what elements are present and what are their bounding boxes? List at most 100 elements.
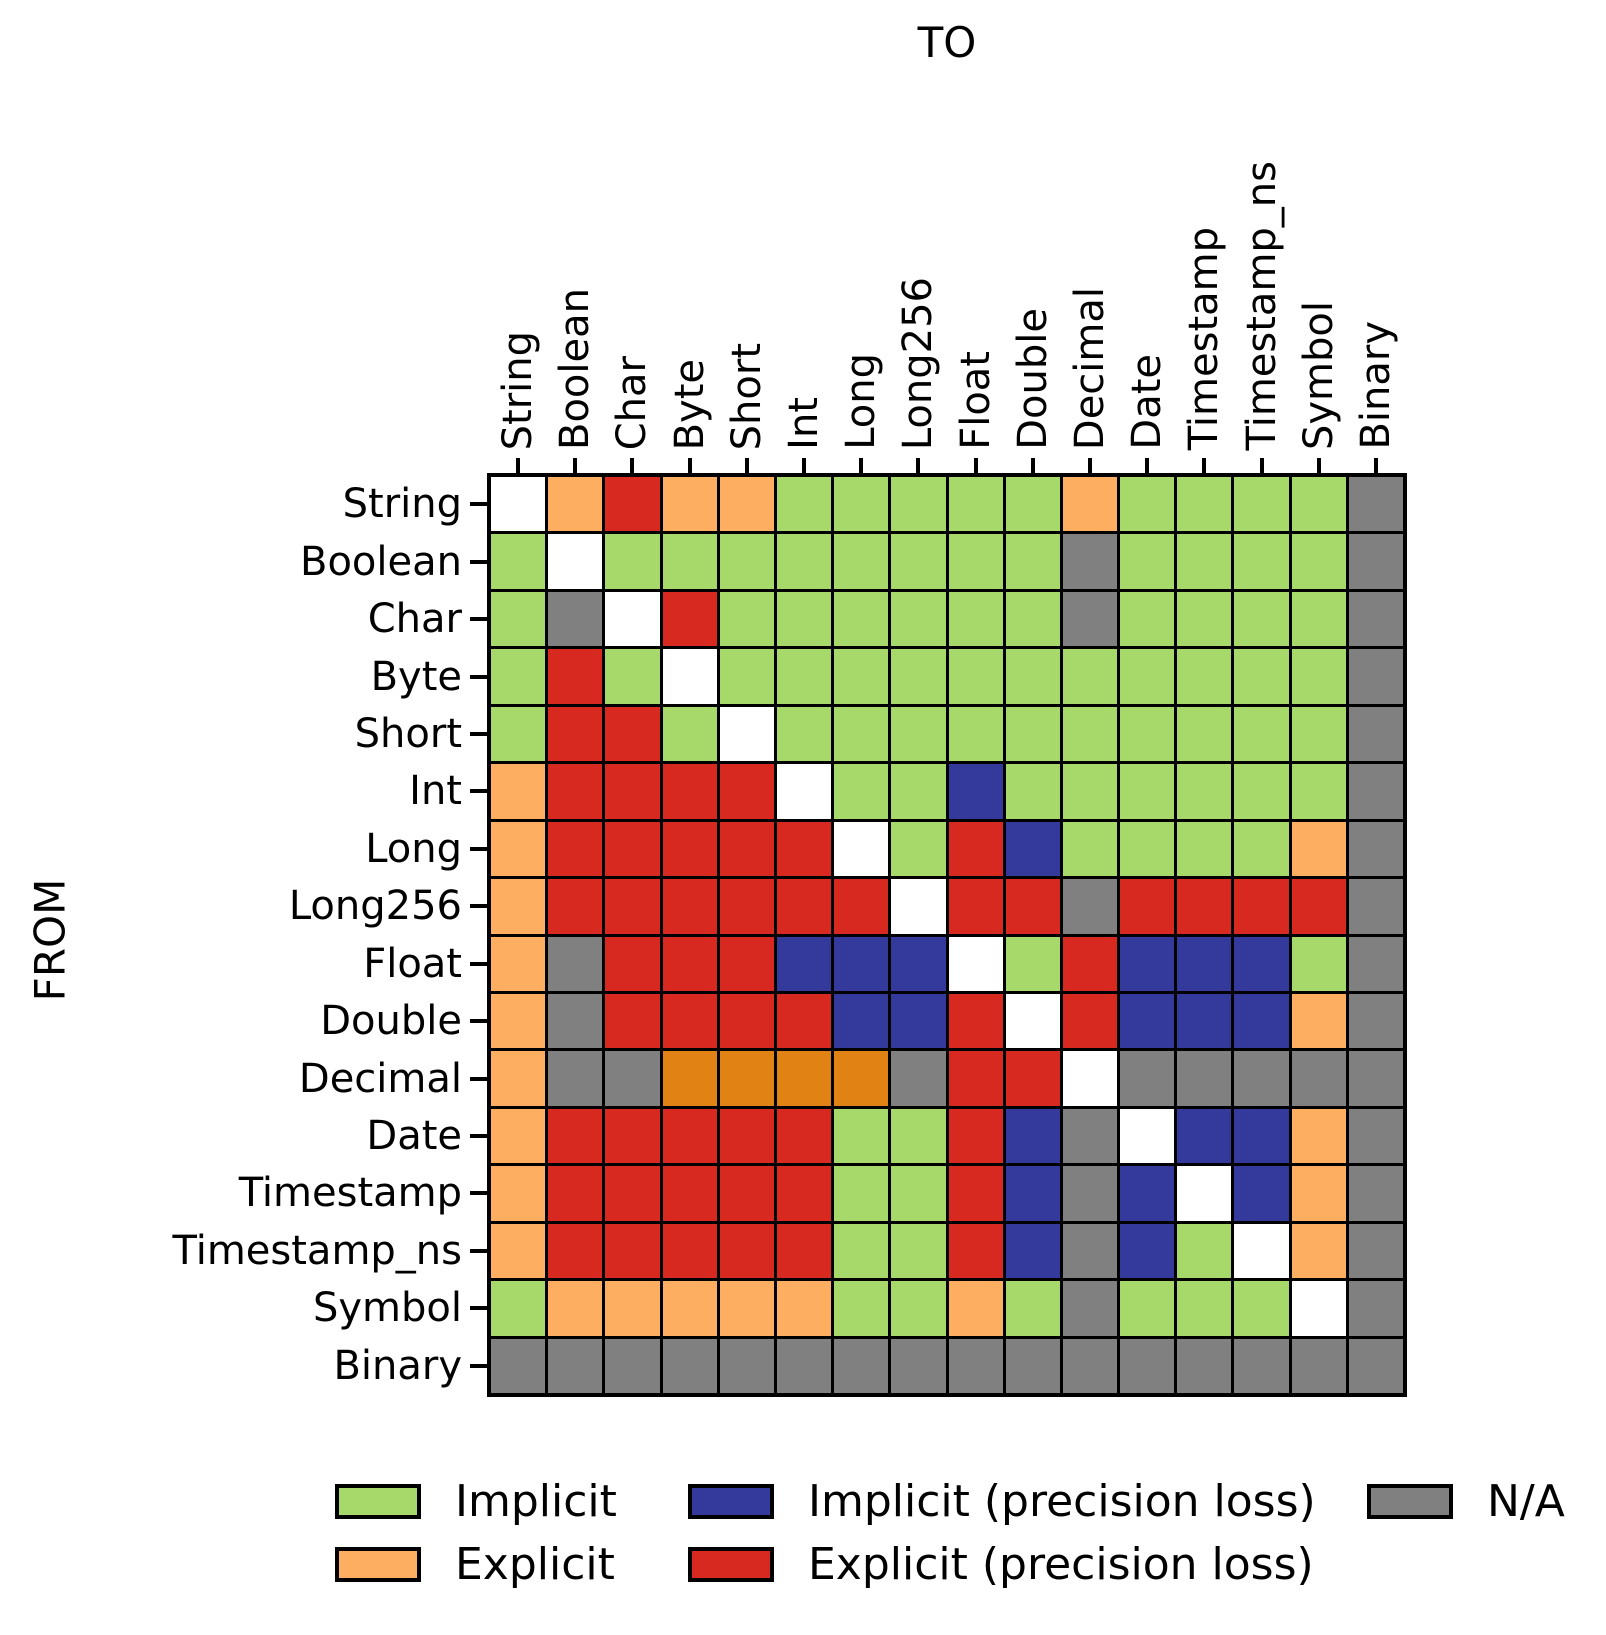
- cell-Float-to-String: [491, 936, 546, 991]
- cell-Short-to-Char: [605, 706, 660, 762]
- cell-Char-to-String: [491, 591, 546, 647]
- y-tick-Int: [470, 789, 487, 794]
- x-tick-Binary: [1373, 458, 1378, 473]
- cell-Double-to-Symbol: [1291, 993, 1346, 1049]
- cell-Binary-to-Char: [605, 1338, 660, 1393]
- cell-Long-to-Date: [1120, 821, 1175, 877]
- cell-Date-to-Decimal: [1062, 1108, 1118, 1164]
- y-tick-Binary: [470, 1363, 487, 1368]
- cell-Long-to-Char: [605, 821, 660, 877]
- cell-Symbol-to-Timestamp: [1177, 1281, 1232, 1336]
- cell-Float-to-Short: [719, 936, 774, 991]
- cell-Date-to-Timestamp_ns: [1234, 1108, 1289, 1164]
- cell-Boolean-to-Char: [605, 534, 660, 589]
- y-tick-Float: [470, 961, 487, 966]
- cell-Char-to-Double: [1005, 591, 1060, 647]
- cell-Short-to-Long256: [891, 706, 946, 762]
- cell-Binary-to-Short: [719, 1338, 774, 1393]
- y-tick-String: [470, 502, 487, 507]
- col-label-Float: Float: [952, 351, 999, 450]
- cell-Binary-to-Double: [1005, 1338, 1060, 1393]
- cell-Timestamp-to-Short: [719, 1166, 774, 1221]
- cell-Double-to-Boolean: [548, 993, 603, 1049]
- y-tick-Timestamp_ns: [470, 1248, 487, 1253]
- legend-swatch-I: [335, 1484, 421, 1519]
- cell-Char-to-Int: [776, 591, 832, 647]
- cell-Short-to-Float: [948, 706, 1003, 762]
- cell-Decimal-to-Long256: [891, 1051, 946, 1106]
- col-label-Timestamp: Timestamp: [1181, 226, 1228, 450]
- cell-Float-to-Timestamp: [1177, 936, 1232, 991]
- cell-String-to-Int: [776, 477, 832, 532]
- row-label-Long256: Long256: [288, 883, 462, 930]
- x-tick-Symbol: [1316, 458, 1321, 473]
- legend-label-I: Implicit: [455, 1476, 617, 1527]
- cell-Double-to-Binary: [1348, 993, 1403, 1049]
- cell-Long-to-Long: [834, 821, 889, 877]
- cell-Byte-to-Long: [834, 649, 889, 704]
- col-label-Short: Short: [723, 342, 770, 450]
- cell-Symbol-to-Float: [948, 1281, 1003, 1336]
- cell-Boolean-to-Symbol: [1291, 534, 1346, 589]
- cell-Symbol-to-Binary: [1348, 1281, 1403, 1336]
- cell-Char-to-Boolean: [548, 591, 603, 647]
- cell-Timestamp-to-Float: [948, 1166, 1003, 1221]
- cell-Long256-to-Timestamp: [1177, 879, 1232, 934]
- cell-Int-to-Timestamp_ns: [1234, 764, 1289, 819]
- cell-Symbol-to-Long256: [891, 1281, 946, 1336]
- cell-Long256-to-Decimal: [1062, 879, 1118, 934]
- cell-Timestamp_ns-to-Date: [1120, 1223, 1175, 1279]
- cell-Long-to-Timestamp_ns: [1234, 821, 1289, 877]
- cell-Date-to-Short: [719, 1108, 774, 1164]
- cell-Long-to-Byte: [662, 821, 717, 877]
- row-label-Symbol: Symbol: [312, 1285, 462, 1332]
- cell-Char-to-Byte: [662, 591, 717, 647]
- cell-Timestamp-to-Timestamp: [1177, 1166, 1232, 1221]
- cell-Timestamp_ns-to-Short: [719, 1223, 774, 1279]
- cell-Byte-to-Decimal: [1062, 649, 1118, 704]
- x-tick-Long256: [916, 458, 921, 473]
- cell-Timestamp-to-Binary: [1348, 1166, 1403, 1221]
- cell-Symbol-to-Double: [1005, 1281, 1060, 1336]
- cell-Long-to-Boolean: [548, 821, 603, 877]
- cell-Long256-to-Byte: [662, 879, 717, 934]
- cell-Timestamp_ns-to-Timestamp_ns: [1234, 1223, 1289, 1279]
- cell-String-to-Timestamp: [1177, 477, 1232, 532]
- cell-Timestamp-to-Int: [776, 1166, 832, 1221]
- row-label-Timestamp_ns: Timestamp_ns: [172, 1227, 462, 1274]
- cell-Date-to-Boolean: [548, 1108, 603, 1164]
- cell-Boolean-to-Boolean: [548, 534, 603, 589]
- cell-Boolean-to-Long: [834, 534, 889, 589]
- cell-Binary-to-Byte: [662, 1338, 717, 1393]
- y-tick-Boolean: [470, 559, 487, 564]
- col-label-Double: Double: [1009, 308, 1056, 450]
- cell-Double-to-Timestamp_ns: [1234, 993, 1289, 1049]
- cell-String-to-Binary: [1348, 477, 1403, 532]
- cell-Symbol-to-Short: [719, 1281, 774, 1336]
- cell-String-to-Symbol: [1291, 477, 1346, 532]
- cell-Long256-to-Long: [834, 879, 889, 934]
- cell-String-to-Char: [605, 477, 660, 532]
- cell-String-to-Double: [1005, 477, 1060, 532]
- cell-Char-to-Symbol: [1291, 591, 1346, 647]
- cell-Timestamp-to-Char: [605, 1166, 660, 1221]
- cell-Boolean-to-Timestamp: [1177, 534, 1232, 589]
- cell-Char-to-Timestamp: [1177, 591, 1232, 647]
- row-label-Decimal: Decimal: [298, 1055, 462, 1102]
- cell-String-to-Long256: [891, 477, 946, 532]
- cell-Date-to-Long: [834, 1108, 889, 1164]
- cell-Double-to-Timestamp: [1177, 993, 1232, 1049]
- legend-swatch-EP: [688, 1547, 774, 1582]
- cell-Binary-to-Timestamp_ns: [1234, 1338, 1289, 1393]
- row-label-Char: Char: [367, 596, 462, 643]
- cell-Decimal-to-Binary: [1348, 1051, 1403, 1106]
- y-tick-Double: [470, 1019, 487, 1024]
- col-label-String: String: [495, 330, 542, 450]
- cell-Boolean-to-Binary: [1348, 534, 1403, 589]
- cell-Long256-to-Timestamp_ns: [1234, 879, 1289, 934]
- cell-Decimal-to-Byte: [662, 1051, 717, 1106]
- y-tick-Char: [470, 617, 487, 622]
- cell-Timestamp_ns-to-Double: [1005, 1223, 1060, 1279]
- cell-Timestamp_ns-to-Decimal: [1062, 1223, 1118, 1279]
